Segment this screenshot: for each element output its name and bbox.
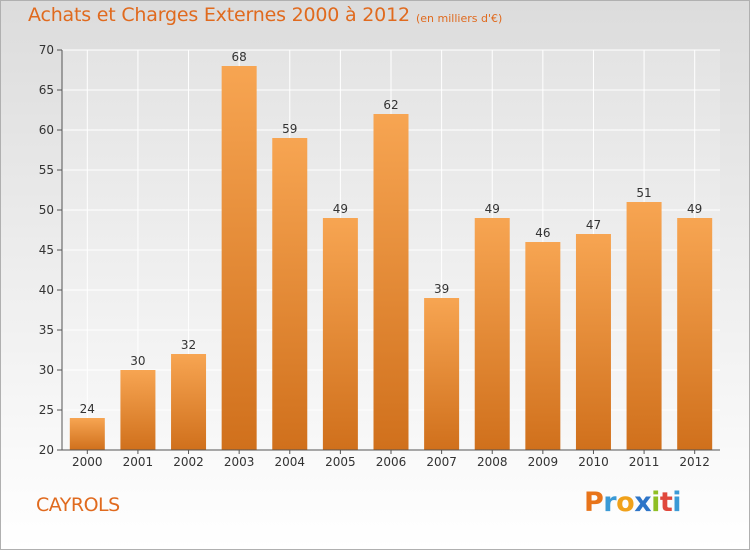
bar	[69, 418, 105, 450]
x-tick-label: 2010	[578, 455, 609, 469]
y-tick-label: 30	[39, 363, 54, 377]
proxiti-logo: Proxiti	[584, 487, 682, 518]
chart-subtitle: (en milliers d'€)	[416, 12, 503, 25]
bar-value-label: 49	[333, 202, 348, 216]
bar	[424, 298, 460, 450]
chart-title: Achats et Charges Externes 2000 à 2012	[28, 4, 410, 26]
logo-letter: o	[616, 487, 635, 518]
bar	[677, 218, 713, 450]
bar	[322, 218, 358, 450]
logo-letter: i	[672, 487, 682, 518]
x-tick-label: 2011	[629, 455, 660, 469]
y-tick-label: 55	[39, 163, 54, 177]
bar	[575, 234, 611, 450]
logo-letter: i	[651, 487, 660, 518]
bar	[474, 218, 510, 450]
x-tick-label: 2006	[376, 455, 407, 469]
bar-value-label: 62	[383, 98, 398, 112]
x-tick-label: 2007	[426, 455, 457, 469]
y-tick-label: 45	[39, 243, 54, 257]
bar-value-label: 51	[636, 186, 651, 200]
y-tick-label: 70	[39, 43, 54, 57]
bar-value-label: 49	[485, 202, 500, 216]
place-name: CAYROLS	[36, 494, 120, 516]
bar	[171, 354, 207, 450]
bar-value-label: 46	[535, 226, 550, 240]
y-tick-label: 40	[39, 283, 54, 297]
bar-value-label: 49	[687, 202, 702, 216]
x-tick-label: 2008	[477, 455, 508, 469]
x-tick-label: 2002	[173, 455, 204, 469]
bar-value-label: 68	[232, 50, 247, 64]
logo-letter: x	[634, 487, 652, 518]
bar-value-label: 30	[130, 354, 145, 368]
bar	[221, 66, 257, 450]
bar	[373, 114, 409, 450]
bar-value-label: 32	[181, 338, 196, 352]
y-tick-label: 50	[39, 203, 54, 217]
y-tick-label: 35	[39, 323, 54, 337]
x-tick-label: 2012	[679, 455, 710, 469]
bar	[272, 138, 308, 450]
bar	[626, 202, 662, 450]
x-tick-label: 2003	[224, 455, 255, 469]
x-tick-label: 2000	[72, 455, 103, 469]
bar-value-label: 24	[80, 402, 95, 416]
logo-letter: P	[584, 487, 604, 518]
x-tick-label: 2001	[123, 455, 154, 469]
bar-value-label: 39	[434, 282, 449, 296]
logo-letter: r	[603, 487, 617, 518]
x-tick-label: 2004	[274, 455, 305, 469]
bar-value-label: 47	[586, 218, 601, 232]
logo-letter: t	[659, 487, 673, 518]
bar	[525, 242, 561, 450]
bar	[120, 370, 156, 450]
x-tick-label: 2009	[528, 455, 559, 469]
y-tick-label: 60	[39, 123, 54, 137]
y-tick-label: 25	[39, 403, 54, 417]
y-tick-label: 65	[39, 83, 54, 97]
y-tick-label: 20	[39, 443, 54, 457]
bar-value-label: 59	[282, 122, 297, 136]
x-tick-label: 2005	[325, 455, 356, 469]
